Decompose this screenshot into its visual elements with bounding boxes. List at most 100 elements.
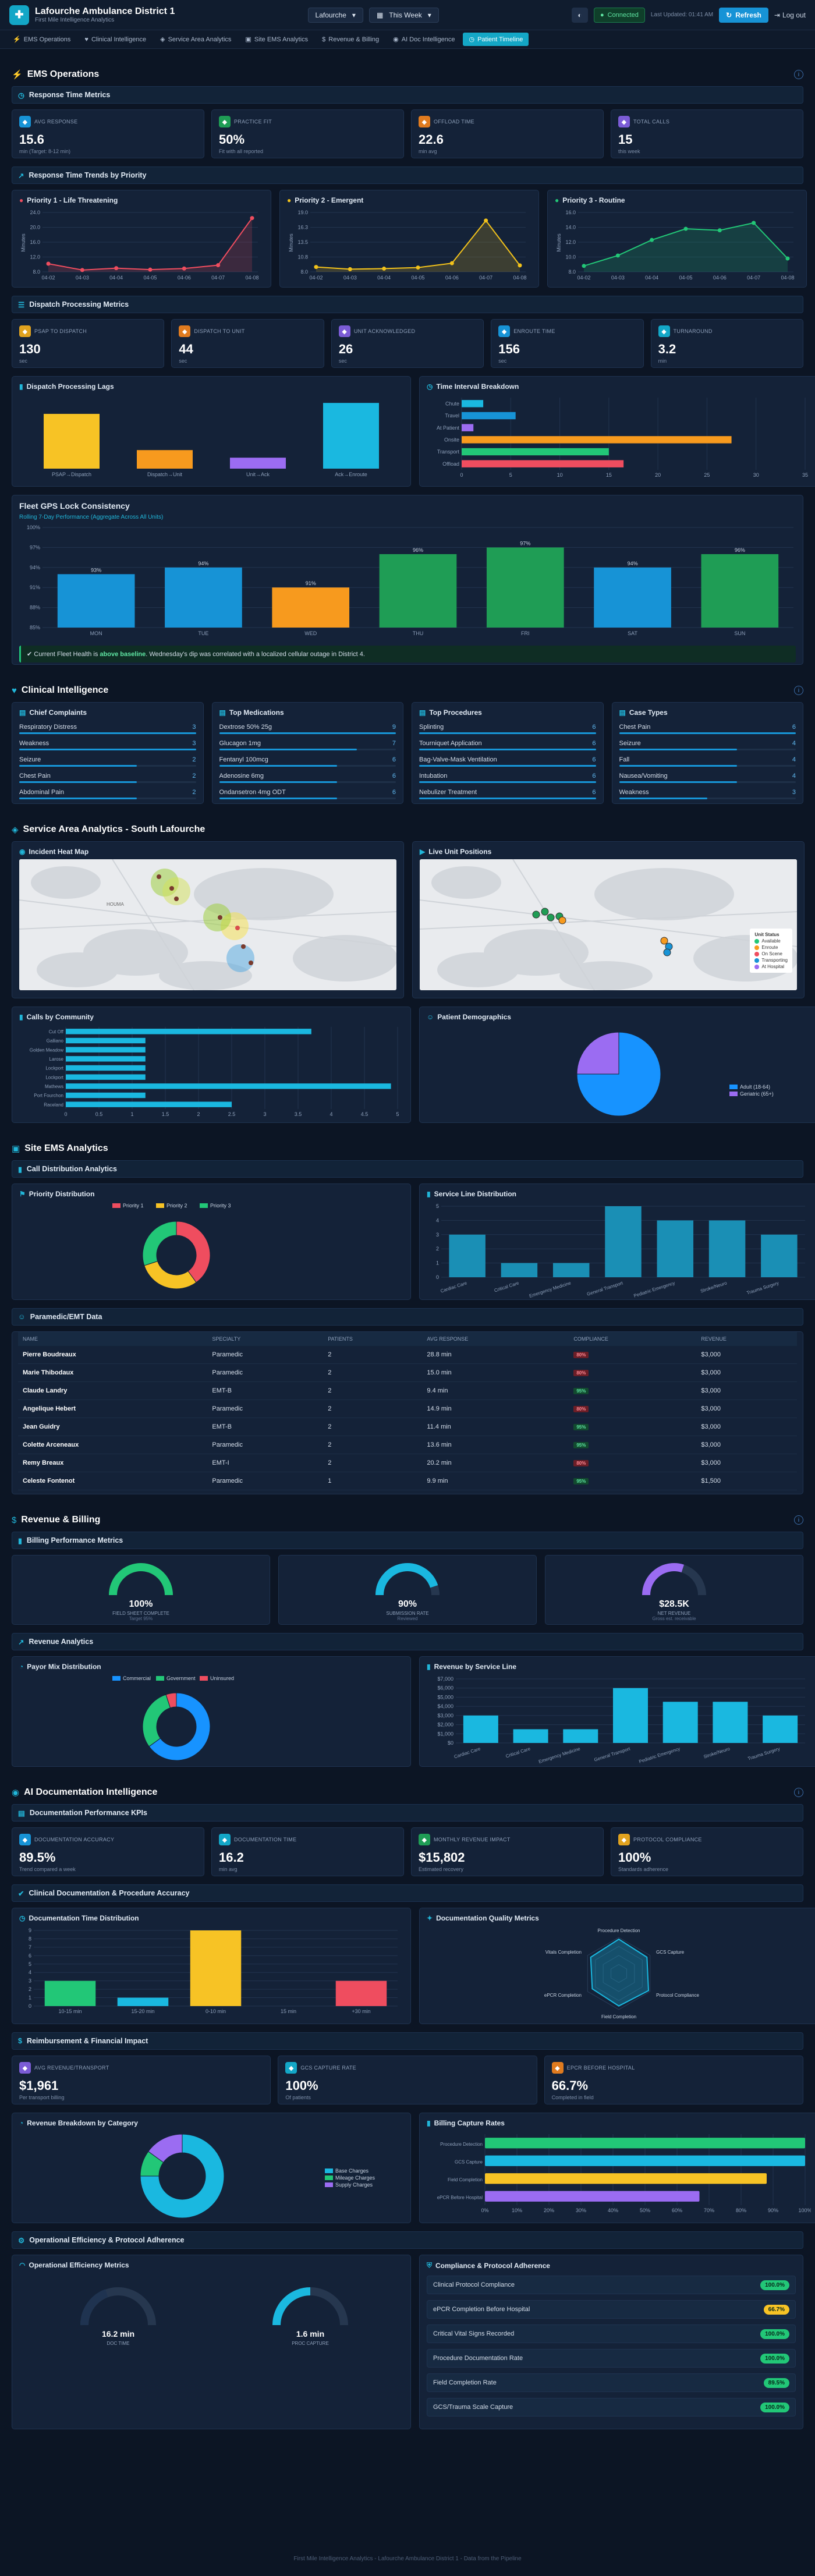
tick-label: 30 <box>753 472 759 478</box>
table-cell: Paramedic <box>207 1346 324 1364</box>
list-item[interactable]: Respiratory Distress 3 <box>19 720 196 732</box>
bar <box>449 1234 486 1277</box>
gauge-value: $28.5K <box>659 1599 689 1609</box>
tick-label: 5 <box>396 1111 399 1117</box>
building-icon: ▣ <box>12 1144 20 1154</box>
legend-label: Available <box>761 938 781 944</box>
tick-label: 6 <box>29 1953 31 1958</box>
info-icon[interactable]: i <box>794 1788 803 1797</box>
list-item-bar <box>419 732 596 734</box>
heat-map[interactable]: HOUMA <box>19 859 396 990</box>
pie-slice <box>176 1221 211 1283</box>
table-row[interactable]: Remy Breaux EMT-I 2 20.2 min 80% $3,000 <box>18 1454 797 1472</box>
table-row[interactable]: Pierre Boudreaux Paramedic 2 28.8 min 80% $3,… <box>18 1346 797 1364</box>
kpi-label: ◆ AVG RESPONSE <box>19 116 197 127</box>
list-item[interactable]: Fentanyl 100mcg 6 <box>219 753 396 765</box>
map-city-label: HOUMA <box>107 902 124 907</box>
compliance-row[interactable]: Critical Vital Signs Recorded 100.0% <box>427 2325 796 2343</box>
compliance-row[interactable]: Procedure Documentation Rate 100.0% <box>427 2349 796 2368</box>
tab-ai-doc[interactable]: ◉ AI Doc Intelligence <box>393 36 455 44</box>
priority-line-chart: 16.0 14.0 12.0 10.0 8.0 Minutes 04-02 04-03 04-0… <box>556 210 795 281</box>
list-item[interactable]: Tourniquet Application 6 <box>419 736 596 749</box>
list-item[interactable]: Splinting 6 <box>419 720 596 732</box>
table-row[interactable]: Angelique Hebert Paramedic 2 14.9 min 80% $3,… <box>18 1399 797 1418</box>
tab-ems-operations[interactable]: ⚡ EMS Operations <box>13 36 71 44</box>
tab-clinical-intelligence[interactable]: ♥ Clinical Intelligence <box>84 36 147 43</box>
list-icon: ▤ <box>619 708 626 717</box>
list-item[interactable]: Chest Pain 6 <box>619 720 796 732</box>
bar <box>613 1688 648 1743</box>
info-icon[interactable]: i <box>794 686 803 695</box>
pulse-icon: ⚡ <box>13 36 21 43</box>
list-item[interactable]: Adenosine 6mg 6 <box>219 769 396 781</box>
water-area <box>159 961 252 990</box>
kpi-icon: ◆ <box>618 116 630 127</box>
tick-label: $5,000 <box>437 1694 453 1700</box>
section-ai-doc: ◉ AI Documentation Intelligence i <box>12 1781 803 1804</box>
list-item[interactable]: Abdominal Pain 2 <box>19 785 196 798</box>
legend-swatch <box>200 1676 208 1681</box>
table-row[interactable]: Claude Landry EMT-B 2 9.4 min 95% $3,000 <box>18 1381 797 1400</box>
chevron-down-icon: ▾ <box>352 10 356 19</box>
tick-label: 8.0 <box>568 269 576 275</box>
list-item[interactable]: Nausea/Vomiting 4 <box>619 769 796 781</box>
list-item[interactable]: Weakness 3 <box>19 736 196 749</box>
compliance-row[interactable]: Field Completion Rate 89.5% <box>427 2373 796 2392</box>
legend-swatch <box>729 1092 738 1096</box>
table-row[interactable]: Marie Thibodaux Paramedic 2 15.0 min 80% $3,0… <box>18 1363 797 1382</box>
list-item[interactable]: Dextrose 50% 25g 9 <box>219 720 396 732</box>
kpi-label-text: ENROUTE TIME <box>513 328 555 334</box>
list-item[interactable]: Chest Pain 2 <box>19 769 196 781</box>
column-header: NAME <box>18 1332 208 1346</box>
list-item[interactable]: Ondansetron 4mg ODT 6 <box>219 785 396 798</box>
region-select[interactable]: Lafourche ▾ <box>307 7 363 23</box>
list-item[interactable]: Seizure 4 <box>619 736 796 749</box>
subsection-paramedic: ☺ Paramedic/EMT Data <box>12 1308 803 1326</box>
subsection-trends: ↗ Response Time Trends by Priority <box>12 166 803 184</box>
table-cell: 2 <box>323 1454 423 1472</box>
list-item[interactable]: Weakness 3 <box>619 785 796 798</box>
gauge-card: 90% SUBMISSION RATE Reviewed <box>278 1555 537 1625</box>
tick-label: 04-04 <box>109 275 123 281</box>
unit-marker <box>541 908 549 916</box>
notification-icon[interactable]: ◐ <box>571 7 588 23</box>
tick-label: 16.3 <box>297 225 308 231</box>
priority-chart-card: ● Priority 1 - Life Threatening 24.0 20.0 16… <box>12 190 271 288</box>
tick-label: 0.5 <box>95 1111 103 1117</box>
gauge-label: NET REVENUE <box>657 1611 691 1616</box>
legend-label: Uninsured <box>210 1675 234 1681</box>
tab-revenue-billing[interactable]: $ Revenue & Billing <box>322 36 380 43</box>
tab-service-area[interactable]: ◈ Service Area Analytics <box>160 36 232 44</box>
tab-patient-timeline[interactable]: ◷ Patient Timeline <box>463 33 529 46</box>
list-item[interactable]: Bag-Valve-Mask Ventilation 6 <box>419 753 596 765</box>
compliance-row[interactable]: GCS/Trauma Scale Capture 100.0% <box>427 2398 796 2416</box>
live-map[interactable]: Unit Status Available Enroute On Scene Trans… <box>420 859 797 990</box>
list-item[interactable]: Intubation 6 <box>419 769 596 781</box>
info-icon[interactable]: i <box>794 70 803 79</box>
table-row[interactable]: Colette Arceneaux Paramedic 2 13.6 min 95% $3… <box>18 1436 797 1454</box>
kpi-card: ◆ DISPATCH TO UNIT 44 sec <box>171 319 324 368</box>
table-row[interactable]: Jean Guidry EMT-B 2 11.4 min 95% $3,000 <box>18 1418 797 1436</box>
list-item[interactable]: Glucagon 1mg 7 <box>219 736 396 749</box>
refresh-button[interactable]: ↻ Refresh <box>719 7 768 23</box>
period-select[interactable]: ▦ This Week ▾ <box>368 7 439 23</box>
table-row[interactable]: Celeste Fontenot Paramedic 1 9.9 min 95% $1,5… <box>18 1472 797 1490</box>
list-item[interactable]: Fall 4 <box>619 753 796 765</box>
logout-icon: ⇥ <box>774 10 780 19</box>
compliance-row[interactable]: ePCR Completion Before Hospital 66.7% <box>427 2300 796 2319</box>
list-item-bar <box>419 749 596 750</box>
list-item[interactable]: Nebulizer Treatment 6 <box>419 785 596 798</box>
kpi-label: ◆ DOCUMENTATION ACCURACY <box>19 1834 197 1845</box>
tab-site-ems[interactable]: ▣ Site EMS Analytics <box>245 36 309 44</box>
bar <box>463 1715 498 1743</box>
info-icon[interactable]: i <box>794 1515 803 1525</box>
heat-map-card: ◉ Incident Heat Map HOUMA <box>12 841 404 998</box>
legend-dot <box>754 945 760 950</box>
compliance-label: Field Completion Rate <box>433 2379 497 2386</box>
data-label: 96% <box>413 547 423 553</box>
list-item[interactable]: Seizure 2 <box>19 753 196 765</box>
table-cell: Jean Guidry <box>18 1418 208 1436</box>
logout-button[interactable]: ⇥ Log out <box>774 10 806 19</box>
compliance-row[interactable]: Clinical Protocol Compliance 100.0% <box>427 2276 796 2294</box>
gauge-fill <box>272 2287 311 2326</box>
